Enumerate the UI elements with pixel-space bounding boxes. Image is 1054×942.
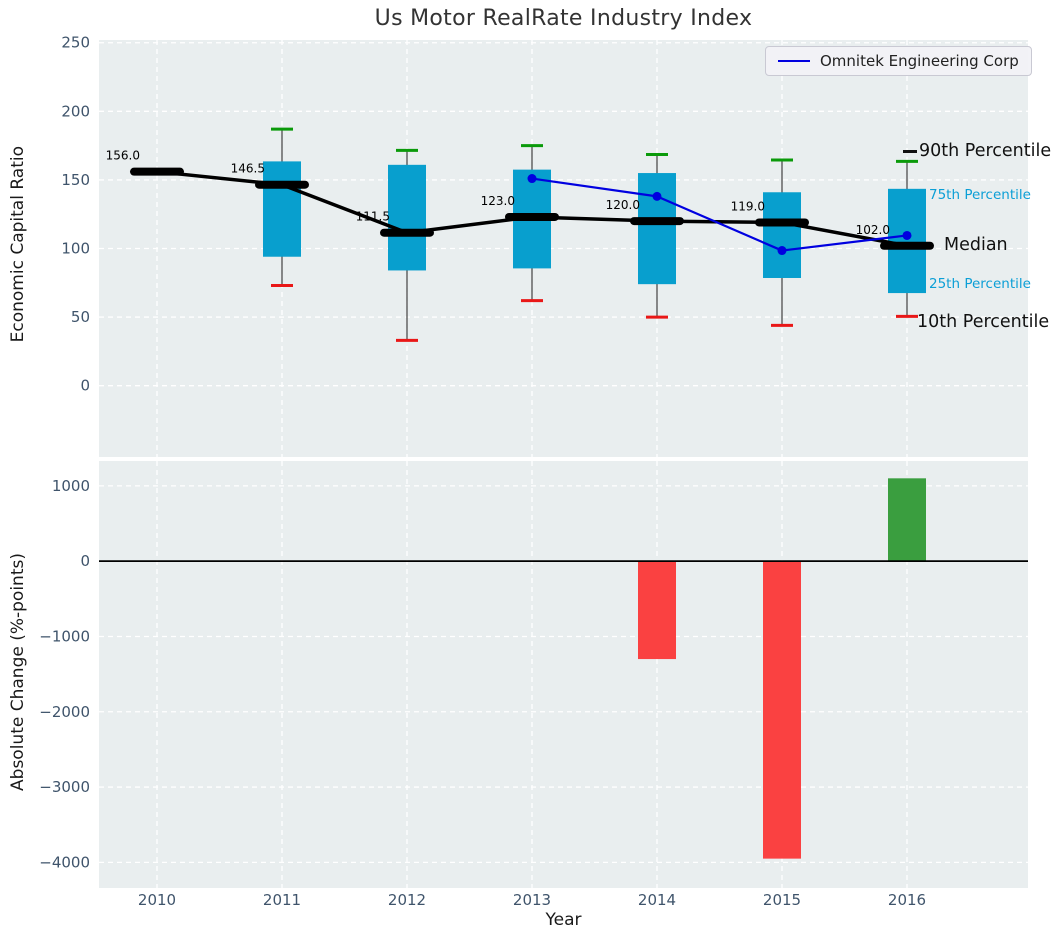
x-tick-label: 2014 xyxy=(638,891,676,909)
iqr-box xyxy=(888,188,926,294)
x-tick-label: 2016 xyxy=(888,891,926,909)
bottom-y-tick-label: −1000 xyxy=(39,627,90,645)
bottom-plot-background xyxy=(99,461,1028,888)
change-bar xyxy=(638,561,676,660)
iqr-box xyxy=(263,161,301,257)
legend-line-icon xyxy=(778,60,810,62)
annotation-median: Median xyxy=(944,235,1008,255)
median-value-label: 102.0 xyxy=(856,223,890,237)
annotation-90th-percentile: 90th Percentile xyxy=(919,141,1052,161)
top-y-tick-label: 0 xyxy=(80,377,90,395)
legend: Omnitek Engineering Corp xyxy=(765,46,1032,76)
median-value-label: 123.0 xyxy=(481,194,515,208)
top-y-axis-label: Economic Capital Ratio xyxy=(8,146,28,343)
chart-title: Us Motor RealRate Industry Index xyxy=(374,6,753,31)
bottom-y-tick-label: −3000 xyxy=(39,778,90,796)
company-line-marker xyxy=(652,191,662,201)
company-line xyxy=(531,177,908,252)
median-value-label: 120.0 xyxy=(606,198,640,212)
iqr-box xyxy=(638,173,676,285)
median-value-label: 119.0 xyxy=(731,199,765,213)
company-line-marker xyxy=(527,174,537,184)
company-line-marker xyxy=(902,230,912,240)
x-tick-label: 2011 xyxy=(263,891,301,909)
company-line-marker xyxy=(777,246,787,256)
x-tick-label: 2010 xyxy=(138,891,176,909)
bottom-y-axis-label: Absolute Change (%-points) xyxy=(8,553,28,791)
x-tick-label: 2013 xyxy=(513,891,551,909)
annotation-10th-percentile: 10th Percentile xyxy=(917,312,1050,332)
top-y-tick-label: 250 xyxy=(61,34,90,52)
annotation-75th-percentile: 75th Percentile xyxy=(929,187,1031,203)
x-axis-label: Year xyxy=(545,910,582,930)
median-value-label: 156.0 xyxy=(106,149,140,163)
annotation-leader-dash xyxy=(903,150,917,153)
change-bar xyxy=(763,561,801,859)
top-y-tick-label: 150 xyxy=(61,171,90,189)
top-y-tick-label: 200 xyxy=(61,102,90,120)
median-value-label: 146.5 xyxy=(231,162,265,176)
x-tick-label: 2015 xyxy=(763,891,801,909)
annotation-25th-percentile: 25th Percentile xyxy=(929,276,1031,292)
x-tick-label: 2012 xyxy=(388,891,426,909)
top-y-tick-label: 50 xyxy=(71,308,90,326)
top-y-tick-label: 100 xyxy=(61,240,90,258)
median-value-label: 111.5 xyxy=(356,210,390,224)
change-bar xyxy=(888,478,926,562)
bottom-y-tick-label: −4000 xyxy=(39,853,90,871)
iqr-box xyxy=(388,164,426,271)
bottom-y-tick-label: 0 xyxy=(80,552,90,570)
legend-label: Omnitek Engineering Corp xyxy=(820,52,1019,70)
bottom-y-tick-label: 1000 xyxy=(52,477,90,495)
iqr-box xyxy=(763,192,801,278)
bottom-y-tick-label: −2000 xyxy=(39,703,90,721)
